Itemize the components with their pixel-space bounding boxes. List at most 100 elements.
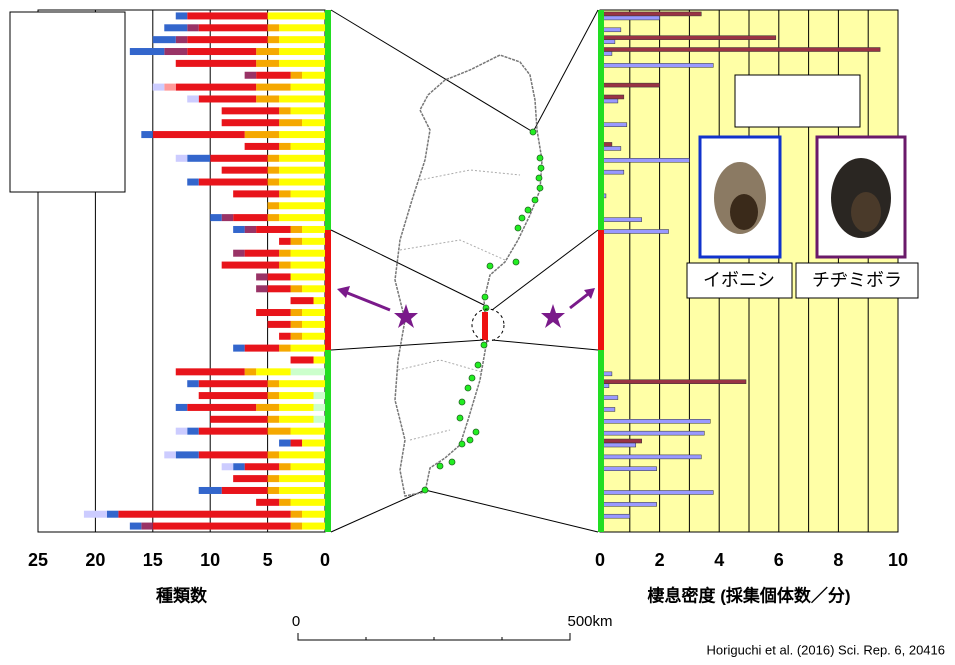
bar-segment bbox=[130, 523, 141, 530]
map-outline bbox=[395, 55, 542, 496]
bar-segment bbox=[279, 392, 313, 399]
bar-segment bbox=[291, 345, 325, 352]
site-dot bbox=[469, 375, 475, 381]
bar-segment bbox=[279, 155, 325, 162]
bar-segment bbox=[268, 202, 279, 209]
bar-segment bbox=[302, 309, 325, 316]
bar-segment bbox=[164, 48, 187, 55]
bar-segment bbox=[84, 511, 107, 518]
bar-segment bbox=[222, 167, 268, 174]
x-tick-label: 6 bbox=[774, 550, 784, 570]
bar-segment bbox=[176, 428, 187, 435]
site-dot bbox=[515, 225, 521, 231]
bar-segment bbox=[222, 463, 233, 470]
bar-segment bbox=[279, 119, 302, 126]
bar-segment bbox=[268, 416, 279, 423]
bar-segment bbox=[314, 356, 325, 363]
bar-segment bbox=[279, 451, 325, 458]
bar-segment bbox=[302, 238, 325, 245]
photo-label: イボニシ bbox=[703, 270, 775, 290]
bar-segment bbox=[279, 250, 290, 257]
bar-segment bbox=[291, 333, 302, 340]
bar-segment bbox=[279, 238, 290, 245]
bar-segment bbox=[291, 428, 325, 435]
bar-segment bbox=[210, 214, 221, 221]
bar-segment bbox=[291, 238, 302, 245]
bar-segment bbox=[187, 380, 198, 387]
bar-segment bbox=[256, 368, 290, 375]
bar bbox=[600, 63, 713, 67]
bar-segment bbox=[256, 404, 279, 411]
site-strip-highlight bbox=[598, 230, 604, 350]
bar-segment bbox=[268, 487, 279, 494]
bar bbox=[600, 12, 701, 16]
bar-segment bbox=[291, 84, 325, 91]
scale-label: 0 bbox=[292, 613, 300, 630]
bar-segment bbox=[187, 36, 267, 43]
bar-segment bbox=[245, 131, 279, 138]
bar-segment bbox=[291, 440, 302, 447]
x-tick-label: 0 bbox=[595, 550, 605, 570]
bar-segment bbox=[118, 511, 290, 518]
bar-segment bbox=[314, 392, 325, 399]
connector bbox=[492, 340, 598, 350]
bar-segment bbox=[256, 48, 279, 55]
bar-segment bbox=[291, 107, 325, 114]
x-tick-label: 25 bbox=[28, 550, 48, 570]
bar-segment bbox=[153, 36, 176, 43]
bar-segment bbox=[279, 333, 290, 340]
bar-segment bbox=[141, 523, 152, 530]
connector bbox=[425, 490, 598, 532]
bar bbox=[600, 16, 660, 20]
bar-segment bbox=[176, 60, 256, 67]
bar bbox=[600, 48, 880, 52]
bar-segment bbox=[302, 119, 325, 126]
bar-segment bbox=[302, 440, 325, 447]
left-legend bbox=[10, 12, 125, 192]
site-dot bbox=[459, 399, 465, 405]
bar bbox=[600, 439, 642, 443]
bar-segment bbox=[291, 190, 325, 197]
bar-segment bbox=[233, 250, 244, 257]
bar-segment bbox=[291, 511, 302, 518]
site-dots bbox=[422, 129, 544, 493]
site-highlight bbox=[482, 312, 488, 340]
site-dot bbox=[459, 441, 465, 447]
site-dot bbox=[530, 129, 536, 135]
bar-segment bbox=[268, 12, 325, 19]
bar-segment bbox=[233, 475, 267, 482]
bar bbox=[600, 123, 627, 127]
bar-segment bbox=[279, 262, 290, 269]
bar-segment bbox=[199, 380, 268, 387]
bar-segment bbox=[291, 297, 314, 304]
site-dot bbox=[475, 362, 481, 368]
x-tick-label: 4 bbox=[714, 550, 724, 570]
arrow bbox=[345, 292, 390, 310]
bar-segment bbox=[210, 416, 267, 423]
bar bbox=[600, 467, 657, 471]
site-dot bbox=[536, 175, 542, 181]
x-tick-label: 0 bbox=[320, 550, 330, 570]
bar-segment bbox=[291, 356, 314, 363]
bar-segment bbox=[130, 48, 164, 55]
bar-segment bbox=[245, 72, 256, 79]
bar-segment bbox=[279, 167, 325, 174]
bar-segment bbox=[176, 368, 245, 375]
bar-segment bbox=[279, 404, 313, 411]
bar-segment bbox=[291, 226, 302, 233]
bar-segment bbox=[291, 309, 302, 316]
bar bbox=[600, 502, 657, 506]
bar-segment bbox=[187, 24, 198, 31]
bar-segment bbox=[176, 451, 199, 458]
bar-segment bbox=[268, 475, 279, 482]
photo-shell-detail bbox=[851, 192, 881, 232]
bar-segment bbox=[245, 368, 256, 375]
connector bbox=[331, 10, 533, 132]
bar bbox=[600, 443, 636, 447]
bar-segment bbox=[176, 155, 187, 162]
bar-segment bbox=[314, 416, 325, 423]
bar-segment bbox=[268, 321, 291, 328]
bar-segment bbox=[268, 451, 279, 458]
x-tick-label: 10 bbox=[888, 550, 908, 570]
map-boundaries bbox=[398, 170, 520, 440]
